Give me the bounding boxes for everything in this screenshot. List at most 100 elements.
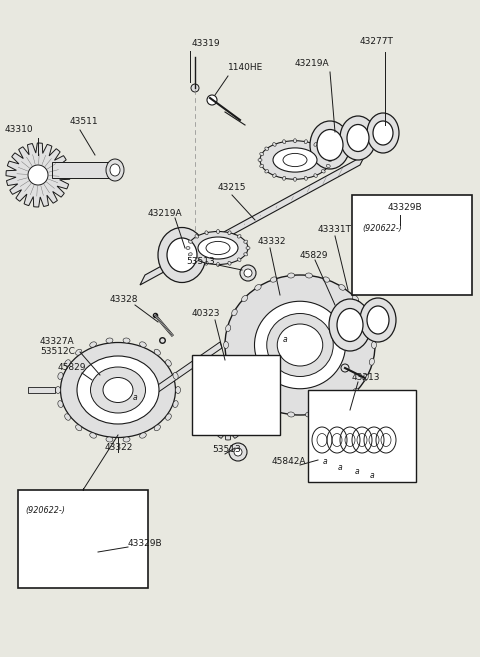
Ellipse shape (255, 399, 261, 405)
Text: a: a (338, 463, 342, 472)
Ellipse shape (260, 164, 264, 168)
Text: a: a (370, 470, 374, 480)
Ellipse shape (91, 367, 145, 413)
Ellipse shape (305, 412, 312, 417)
Text: 43219A: 43219A (295, 58, 330, 68)
Ellipse shape (106, 338, 113, 343)
Ellipse shape (56, 386, 60, 394)
Ellipse shape (216, 263, 219, 267)
Bar (308, 390, 416, 482)
Ellipse shape (241, 296, 248, 302)
Ellipse shape (123, 338, 130, 343)
Ellipse shape (265, 170, 268, 173)
Ellipse shape (323, 277, 330, 283)
Ellipse shape (167, 238, 197, 272)
Ellipse shape (65, 360, 71, 366)
Ellipse shape (123, 437, 130, 442)
Ellipse shape (304, 140, 307, 144)
Text: 40323: 40323 (192, 309, 220, 317)
Ellipse shape (340, 116, 376, 160)
Ellipse shape (205, 261, 208, 265)
Ellipse shape (283, 140, 286, 144)
Text: a: a (323, 457, 327, 466)
Ellipse shape (186, 246, 190, 250)
Ellipse shape (260, 141, 330, 179)
Ellipse shape (422, 235, 458, 279)
Circle shape (241, 406, 249, 414)
Ellipse shape (60, 342, 176, 438)
Circle shape (222, 392, 234, 404)
Ellipse shape (206, 241, 230, 255)
Ellipse shape (198, 237, 238, 259)
Text: 43215: 43215 (218, 183, 247, 193)
Ellipse shape (367, 306, 389, 334)
Ellipse shape (226, 358, 231, 365)
Text: 43328: 43328 (110, 296, 139, 304)
Text: 43213: 43213 (352, 373, 381, 382)
Polygon shape (155, 342, 222, 393)
Ellipse shape (267, 313, 333, 376)
Ellipse shape (246, 246, 250, 250)
Ellipse shape (337, 309, 363, 342)
Ellipse shape (283, 176, 286, 180)
Ellipse shape (154, 350, 160, 355)
Text: 43329B: 43329B (128, 539, 163, 547)
Circle shape (191, 84, 199, 92)
Ellipse shape (195, 258, 199, 261)
Ellipse shape (322, 170, 325, 173)
Ellipse shape (367, 113, 399, 153)
Ellipse shape (110, 164, 120, 176)
Ellipse shape (166, 360, 171, 366)
Ellipse shape (283, 153, 307, 167)
Ellipse shape (352, 296, 359, 302)
Circle shape (234, 448, 242, 456)
Circle shape (206, 406, 214, 414)
Ellipse shape (273, 173, 276, 177)
Ellipse shape (373, 121, 393, 145)
Ellipse shape (339, 399, 345, 405)
Ellipse shape (195, 235, 199, 238)
Polygon shape (6, 143, 70, 207)
Ellipse shape (166, 414, 171, 420)
Text: 43329B: 43329B (388, 204, 422, 212)
Ellipse shape (328, 158, 332, 162)
Ellipse shape (188, 231, 248, 265)
Circle shape (223, 420, 233, 430)
Ellipse shape (232, 374, 237, 381)
Ellipse shape (176, 386, 180, 394)
Ellipse shape (305, 273, 312, 278)
Ellipse shape (90, 529, 110, 555)
Ellipse shape (228, 231, 231, 235)
Ellipse shape (360, 298, 396, 342)
Ellipse shape (232, 309, 237, 316)
Polygon shape (213, 410, 243, 440)
Ellipse shape (238, 235, 241, 238)
Circle shape (244, 269, 252, 277)
Ellipse shape (293, 177, 297, 181)
Ellipse shape (58, 401, 63, 407)
Ellipse shape (205, 231, 208, 235)
Polygon shape (52, 162, 115, 178)
Ellipse shape (36, 523, 80, 573)
Ellipse shape (265, 147, 268, 150)
Ellipse shape (273, 143, 276, 147)
Ellipse shape (158, 227, 206, 283)
Ellipse shape (225, 275, 375, 415)
Text: 45829: 45829 (58, 363, 86, 373)
Ellipse shape (317, 129, 343, 160)
Polygon shape (140, 155, 365, 285)
Bar (352, 195, 472, 295)
Ellipse shape (304, 176, 307, 180)
Polygon shape (233, 398, 257, 422)
Ellipse shape (369, 325, 374, 332)
Text: 43322: 43322 (105, 443, 133, 453)
Text: (920622-): (920622-) (25, 505, 65, 514)
Ellipse shape (270, 408, 277, 413)
Ellipse shape (326, 152, 330, 156)
Ellipse shape (326, 164, 330, 168)
Ellipse shape (310, 121, 350, 169)
Ellipse shape (277, 324, 323, 366)
Polygon shape (198, 398, 222, 422)
Ellipse shape (288, 412, 295, 417)
Ellipse shape (363, 374, 368, 381)
